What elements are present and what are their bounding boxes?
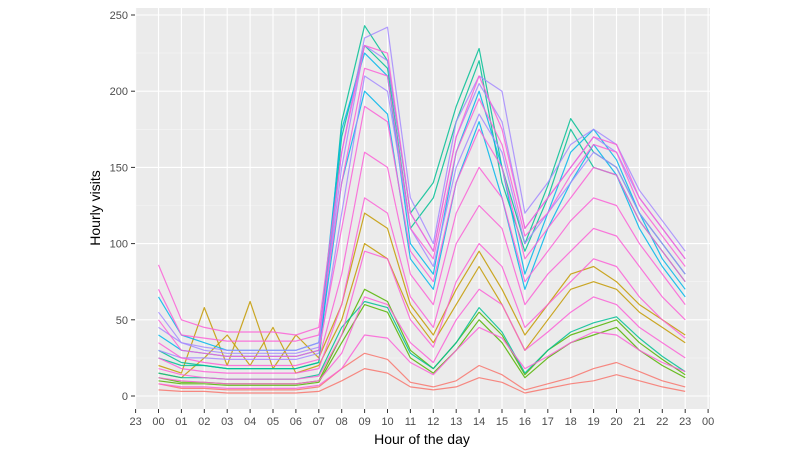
series-line-19	[158, 197, 686, 374]
x-tick-label: 23	[129, 416, 141, 428]
x-tick-label: 19	[587, 416, 599, 428]
y-tick-label: 50	[116, 315, 128, 327]
series-line-21	[158, 288, 686, 385]
y-tick-label: 150	[110, 162, 128, 174]
series-line-17	[158, 105, 686, 357]
y-axis-ticks: 0 50 100 150 200 250	[110, 10, 135, 403]
y-tick-label: 250	[110, 10, 128, 22]
series-line-14	[158, 26, 686, 354]
series-line-15	[157, 44, 686, 336]
series-line-4	[158, 243, 686, 379]
x-tick-label: 03	[221, 416, 233, 428]
plot-panel	[135, 8, 710, 409]
series-line-13	[158, 75, 686, 360]
series-line-18	[158, 151, 686, 367]
minor-gridlines	[135, 52, 710, 359]
x-tick-label: 17	[542, 416, 554, 428]
x-tick-label: 18	[565, 416, 577, 428]
x-tick-label: 06	[290, 416, 302, 428]
x-tick-label: 00	[152, 416, 164, 428]
x-tick-label: 01	[175, 416, 187, 428]
x-tick-label: 05	[267, 416, 279, 428]
y-axis-title: Hourly visits	[87, 170, 103, 245]
series-line-22	[158, 326, 686, 389]
series-lines	[157, 25, 686, 394]
series-line-20	[158, 243, 686, 380]
x-tick-label: 00	[702, 416, 714, 428]
x-tick-label: 16	[519, 416, 531, 428]
x-tick-label: 11	[405, 416, 416, 428]
x-tick-label: 08	[336, 416, 348, 428]
x-tick-label: 09	[358, 416, 370, 428]
y-tick-label: 200	[110, 86, 128, 98]
x-tick-label: 04	[244, 416, 256, 428]
series-line-1	[158, 352, 686, 391]
x-tick-label: 14	[473, 416, 485, 428]
x-tick-label: 10	[381, 416, 393, 428]
x-tick-label: 20	[610, 416, 622, 428]
x-tick-label: 23	[679, 416, 691, 428]
x-tick-label: 12	[427, 416, 439, 428]
y-tick-label: 0	[122, 391, 128, 403]
x-tick-label: 13	[450, 416, 462, 428]
x-tick-label: 15	[496, 416, 508, 428]
x-axis-ticks: 23 00 01 02 03 04 05 06 07 08 09 10 11 12 13 14 15 16 17 18…	[129, 409, 714, 428]
series-line-16	[157, 67, 686, 342]
x-tick-label: 02	[198, 416, 210, 428]
series-line-5	[158, 304, 686, 386]
y-tick-label: 100	[110, 239, 128, 251]
series-line-3	[158, 212, 686, 374]
x-tick-label: 07	[313, 416, 325, 428]
x-tick-label: 21	[633, 416, 645, 428]
series-line-2	[158, 368, 686, 394]
x-axis-title: Hour of the day	[374, 431, 470, 447]
x-tick-label: 22	[656, 416, 668, 428]
